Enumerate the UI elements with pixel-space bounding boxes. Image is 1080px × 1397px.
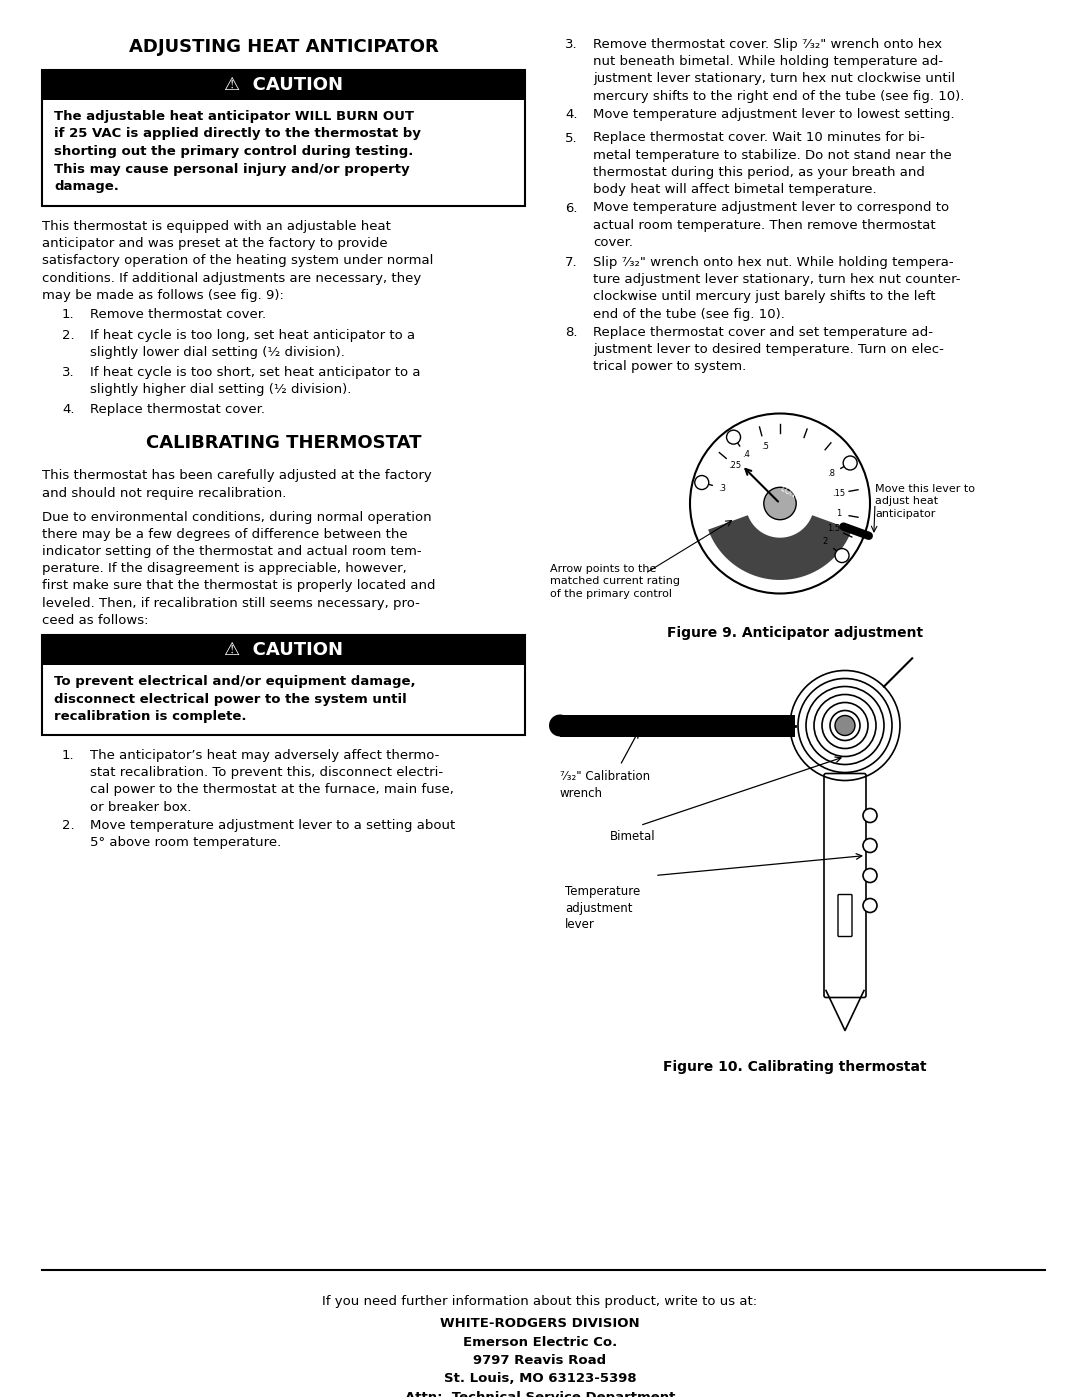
Text: ⁷⁄₃₂" Calibration
wrench: ⁷⁄₃₂" Calibration wrench [561, 771, 650, 800]
Text: Replace thermostat cover.: Replace thermostat cover. [90, 402, 265, 416]
Text: Temperature
adjustment
lever: Temperature adjustment lever [565, 886, 640, 932]
Text: If you need further information about this product, write to us at:: If you need further information about th… [323, 1295, 757, 1308]
Bar [42, 636, 525, 735]
Circle shape [835, 715, 855, 735]
Text: Slip ⁷⁄₃₂" wrench onto hex nut. While holding tempera-
ture adjustment lever sta: Slip ⁷⁄₃₂" wrench onto hex nut. While ho… [593, 256, 960, 320]
Text: Remove thermostat cover.: Remove thermostat cover. [90, 307, 266, 320]
Text: 7.: 7. [565, 256, 578, 270]
Text: Due to environmental conditions, during normal operation
there may be a few degr: Due to environmental conditions, during … [42, 510, 435, 627]
Circle shape [863, 809, 877, 823]
Text: 8.: 8. [565, 326, 578, 339]
Text: 3.: 3. [565, 38, 578, 52]
FancyBboxPatch shape [824, 774, 866, 997]
Circle shape [835, 549, 849, 563]
Bar [42, 636, 525, 665]
Text: CALIBRATING THERMOSTAT: CALIBRATING THERMOSTAT [146, 434, 421, 453]
Text: Figure 9. Anticipator adjustment: Figure 9. Anticipator adjustment [667, 626, 923, 640]
Polygon shape [708, 515, 852, 580]
Bar [42, 70, 525, 205]
Text: Move temperature adjustment lever to correspond to
actual room temperature. Then: Move temperature adjustment lever to cor… [593, 201, 949, 249]
Text: 1: 1 [836, 510, 841, 518]
Text: ⚠  CAUTION: ⚠ CAUTION [224, 641, 343, 659]
Text: ADJUSTING HEAT ANTICIPATOR: ADJUSTING HEAT ANTICIPATOR [129, 38, 438, 56]
Circle shape [727, 430, 741, 444]
Text: .4: .4 [742, 450, 750, 460]
Text: If heat cycle is too long, set heat anticipator to a
slightly lower dial setting: If heat cycle is too long, set heat anti… [90, 330, 415, 359]
Circle shape [549, 714, 571, 736]
Text: LONGER CY: LONGER CY [779, 483, 821, 513]
Text: 1.5: 1.5 [827, 524, 840, 534]
Text: This thermostat has been carefully adjusted at the factory
and should not requir: This thermostat has been carefully adjus… [42, 469, 432, 500]
Text: Replace thermostat cover and set temperature ad-
justment lever to desired tempe: Replace thermostat cover and set tempera… [593, 326, 944, 373]
Text: 2: 2 [823, 538, 828, 546]
Text: .8: .8 [827, 469, 836, 478]
Text: Move this lever to
adjust heat
anticipator: Move this lever to adjust heat anticipat… [875, 483, 975, 520]
Text: 6.: 6. [565, 201, 578, 215]
Circle shape [690, 414, 870, 594]
Text: .5: .5 [760, 441, 769, 451]
Circle shape [863, 869, 877, 883]
Text: 2.: 2. [62, 330, 75, 342]
Text: Move temperature adjustment lever to a setting about
5° above room temperature.: Move temperature adjustment lever to a s… [90, 819, 456, 849]
Text: Replace thermostat cover. Wait 10 minutes for bi-
metal temperature to stabilize: Replace thermostat cover. Wait 10 minute… [593, 131, 951, 196]
Text: 3.: 3. [62, 366, 75, 379]
Bar [42, 70, 525, 101]
Text: The adjustable heat anticipator WILL BURN OUT
if 25 VAC is applied directly to t: The adjustable heat anticipator WILL BUR… [54, 110, 421, 193]
Text: WHITE-RODGERS DIVISION
Emerson Electric Co.
9797 Reavis Road
St. Louis, MO 63123: WHITE-RODGERS DIVISION Emerson Electric … [405, 1317, 675, 1397]
Text: This thermostat is equipped with an adjustable heat
anticipator and was preset a: This thermostat is equipped with an adju… [42, 219, 433, 302]
Text: Move temperature adjustment lever to lowest setting.: Move temperature adjustment lever to low… [593, 108, 955, 122]
Circle shape [843, 455, 858, 469]
Circle shape [863, 838, 877, 852]
Text: 4.: 4. [565, 108, 578, 122]
Circle shape [694, 475, 708, 489]
Circle shape [863, 898, 877, 912]
Text: Bimetal: Bimetal [610, 830, 656, 844]
Text: ⚠  CAUTION: ⚠ CAUTION [224, 75, 343, 94]
Text: Arrow points to the
matched current rating
of the primary control: Arrow points to the matched current rati… [550, 563, 680, 599]
Text: 2.: 2. [62, 819, 75, 833]
Text: Remove thermostat cover. Slip ⁷⁄₃₂" wrench onto hex
nut beneath bimetal. While h: Remove thermostat cover. Slip ⁷⁄₃₂" wren… [593, 38, 964, 102]
Text: .3: .3 [718, 483, 727, 493]
Text: Figure 10. Calibrating thermostat: Figure 10. Calibrating thermostat [663, 1060, 927, 1074]
FancyBboxPatch shape [838, 894, 852, 936]
Text: If heat cycle is too short, set heat anticipator to a
slightly higher dial setti: If heat cycle is too short, set heat ant… [90, 366, 420, 397]
Circle shape [764, 488, 796, 520]
Text: 4.: 4. [62, 402, 75, 416]
Text: 1.: 1. [62, 307, 75, 320]
Text: .15: .15 [832, 489, 845, 497]
Bar [561, 714, 795, 736]
Text: 5.: 5. [565, 131, 578, 144]
Text: 1.: 1. [62, 749, 75, 761]
Text: The anticipator’s heat may adversely affect thermo-
stat recalibration. To preve: The anticipator’s heat may adversely aff… [90, 749, 454, 813]
Text: .25: .25 [728, 461, 741, 469]
Text: To prevent electrical and/or equipment damage,
disconnect electrical power to th: To prevent electrical and/or equipment d… [54, 675, 416, 724]
